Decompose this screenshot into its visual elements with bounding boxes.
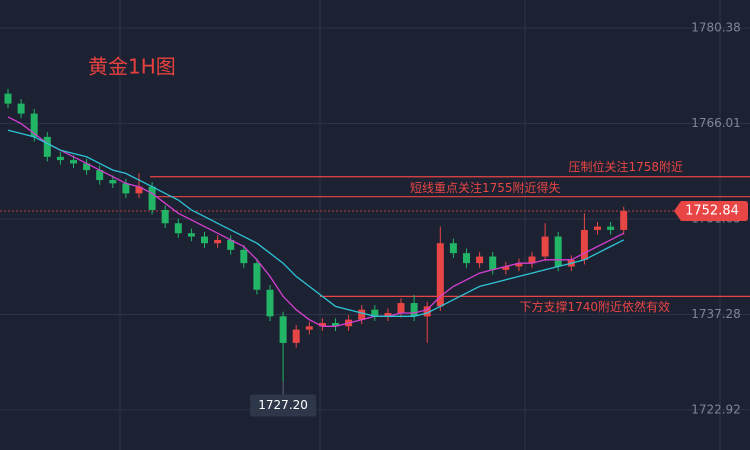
level-label: 短线重点关注1755附近得失	[410, 180, 561, 195]
candle-body	[371, 309, 379, 317]
candle-body	[318, 322, 326, 327]
y-tick-label: 1722.92	[691, 402, 741, 416]
candle-body	[70, 160, 77, 164]
candle-body	[423, 306, 431, 317]
candle-body	[607, 226, 615, 230]
candle-body	[174, 223, 182, 234]
candle-body	[463, 253, 470, 264]
low-marker-label: 1727.20	[258, 398, 308, 412]
candle-body	[56, 156, 64, 161]
candle-body	[135, 186, 143, 194]
candle-body	[502, 266, 510, 270]
candle-body	[122, 183, 130, 194]
candle-body	[528, 256, 536, 264]
candle-body	[148, 186, 156, 210]
candle-body	[332, 322, 339, 327]
candle-body	[292, 329, 300, 343]
candle-body	[17, 103, 25, 114]
last-price-label: 1752.84	[685, 204, 739, 219]
y-tick-label: 1780.38	[691, 20, 741, 34]
candle-body	[83, 163, 91, 171]
y-tick-label: 1766.01	[691, 116, 741, 130]
candle-body	[240, 249, 248, 264]
candle-body	[620, 211, 628, 230]
candle-body	[305, 326, 313, 330]
candle-body	[410, 303, 418, 317]
candle-body	[489, 256, 497, 270]
candle-body	[279, 316, 287, 343]
candle-body	[30, 113, 38, 137]
y-tick-label: 1737.28	[691, 307, 741, 321]
candle-body	[227, 239, 235, 250]
candle-body	[96, 170, 104, 181]
candle-body	[201, 236, 208, 244]
candle-body	[397, 303, 405, 314]
time-grid	[119, 0, 721, 450]
candle-body	[109, 180, 117, 184]
candle-body	[161, 209, 169, 224]
candle-body	[214, 239, 222, 244]
level-label: 压制位关注1758附近	[568, 159, 683, 174]
ma-line	[7, 116, 624, 327]
candle-body	[449, 243, 457, 254]
chart-title: 黄金1H图	[88, 55, 176, 79]
candle-body	[358, 309, 366, 320]
last-price-tag	[674, 201, 748, 222]
candle-body	[187, 233, 195, 237]
candle-body	[253, 263, 261, 290]
candle-body	[4, 93, 12, 104]
ma-line	[7, 129, 624, 317]
candle-body	[476, 256, 484, 264]
level-label: 下方支撑1740附近依然有效	[519, 299, 670, 314]
candle-body	[594, 226, 601, 230]
candle-body	[436, 243, 444, 307]
low-marker-box	[250, 394, 317, 417]
candle-body	[580, 229, 588, 260]
candle-body	[554, 236, 562, 267]
candle-body	[541, 236, 549, 257]
candle-body	[43, 136, 51, 157]
candle-body	[515, 263, 523, 267]
candle-body	[384, 313, 392, 317]
candle-body	[266, 289, 274, 317]
